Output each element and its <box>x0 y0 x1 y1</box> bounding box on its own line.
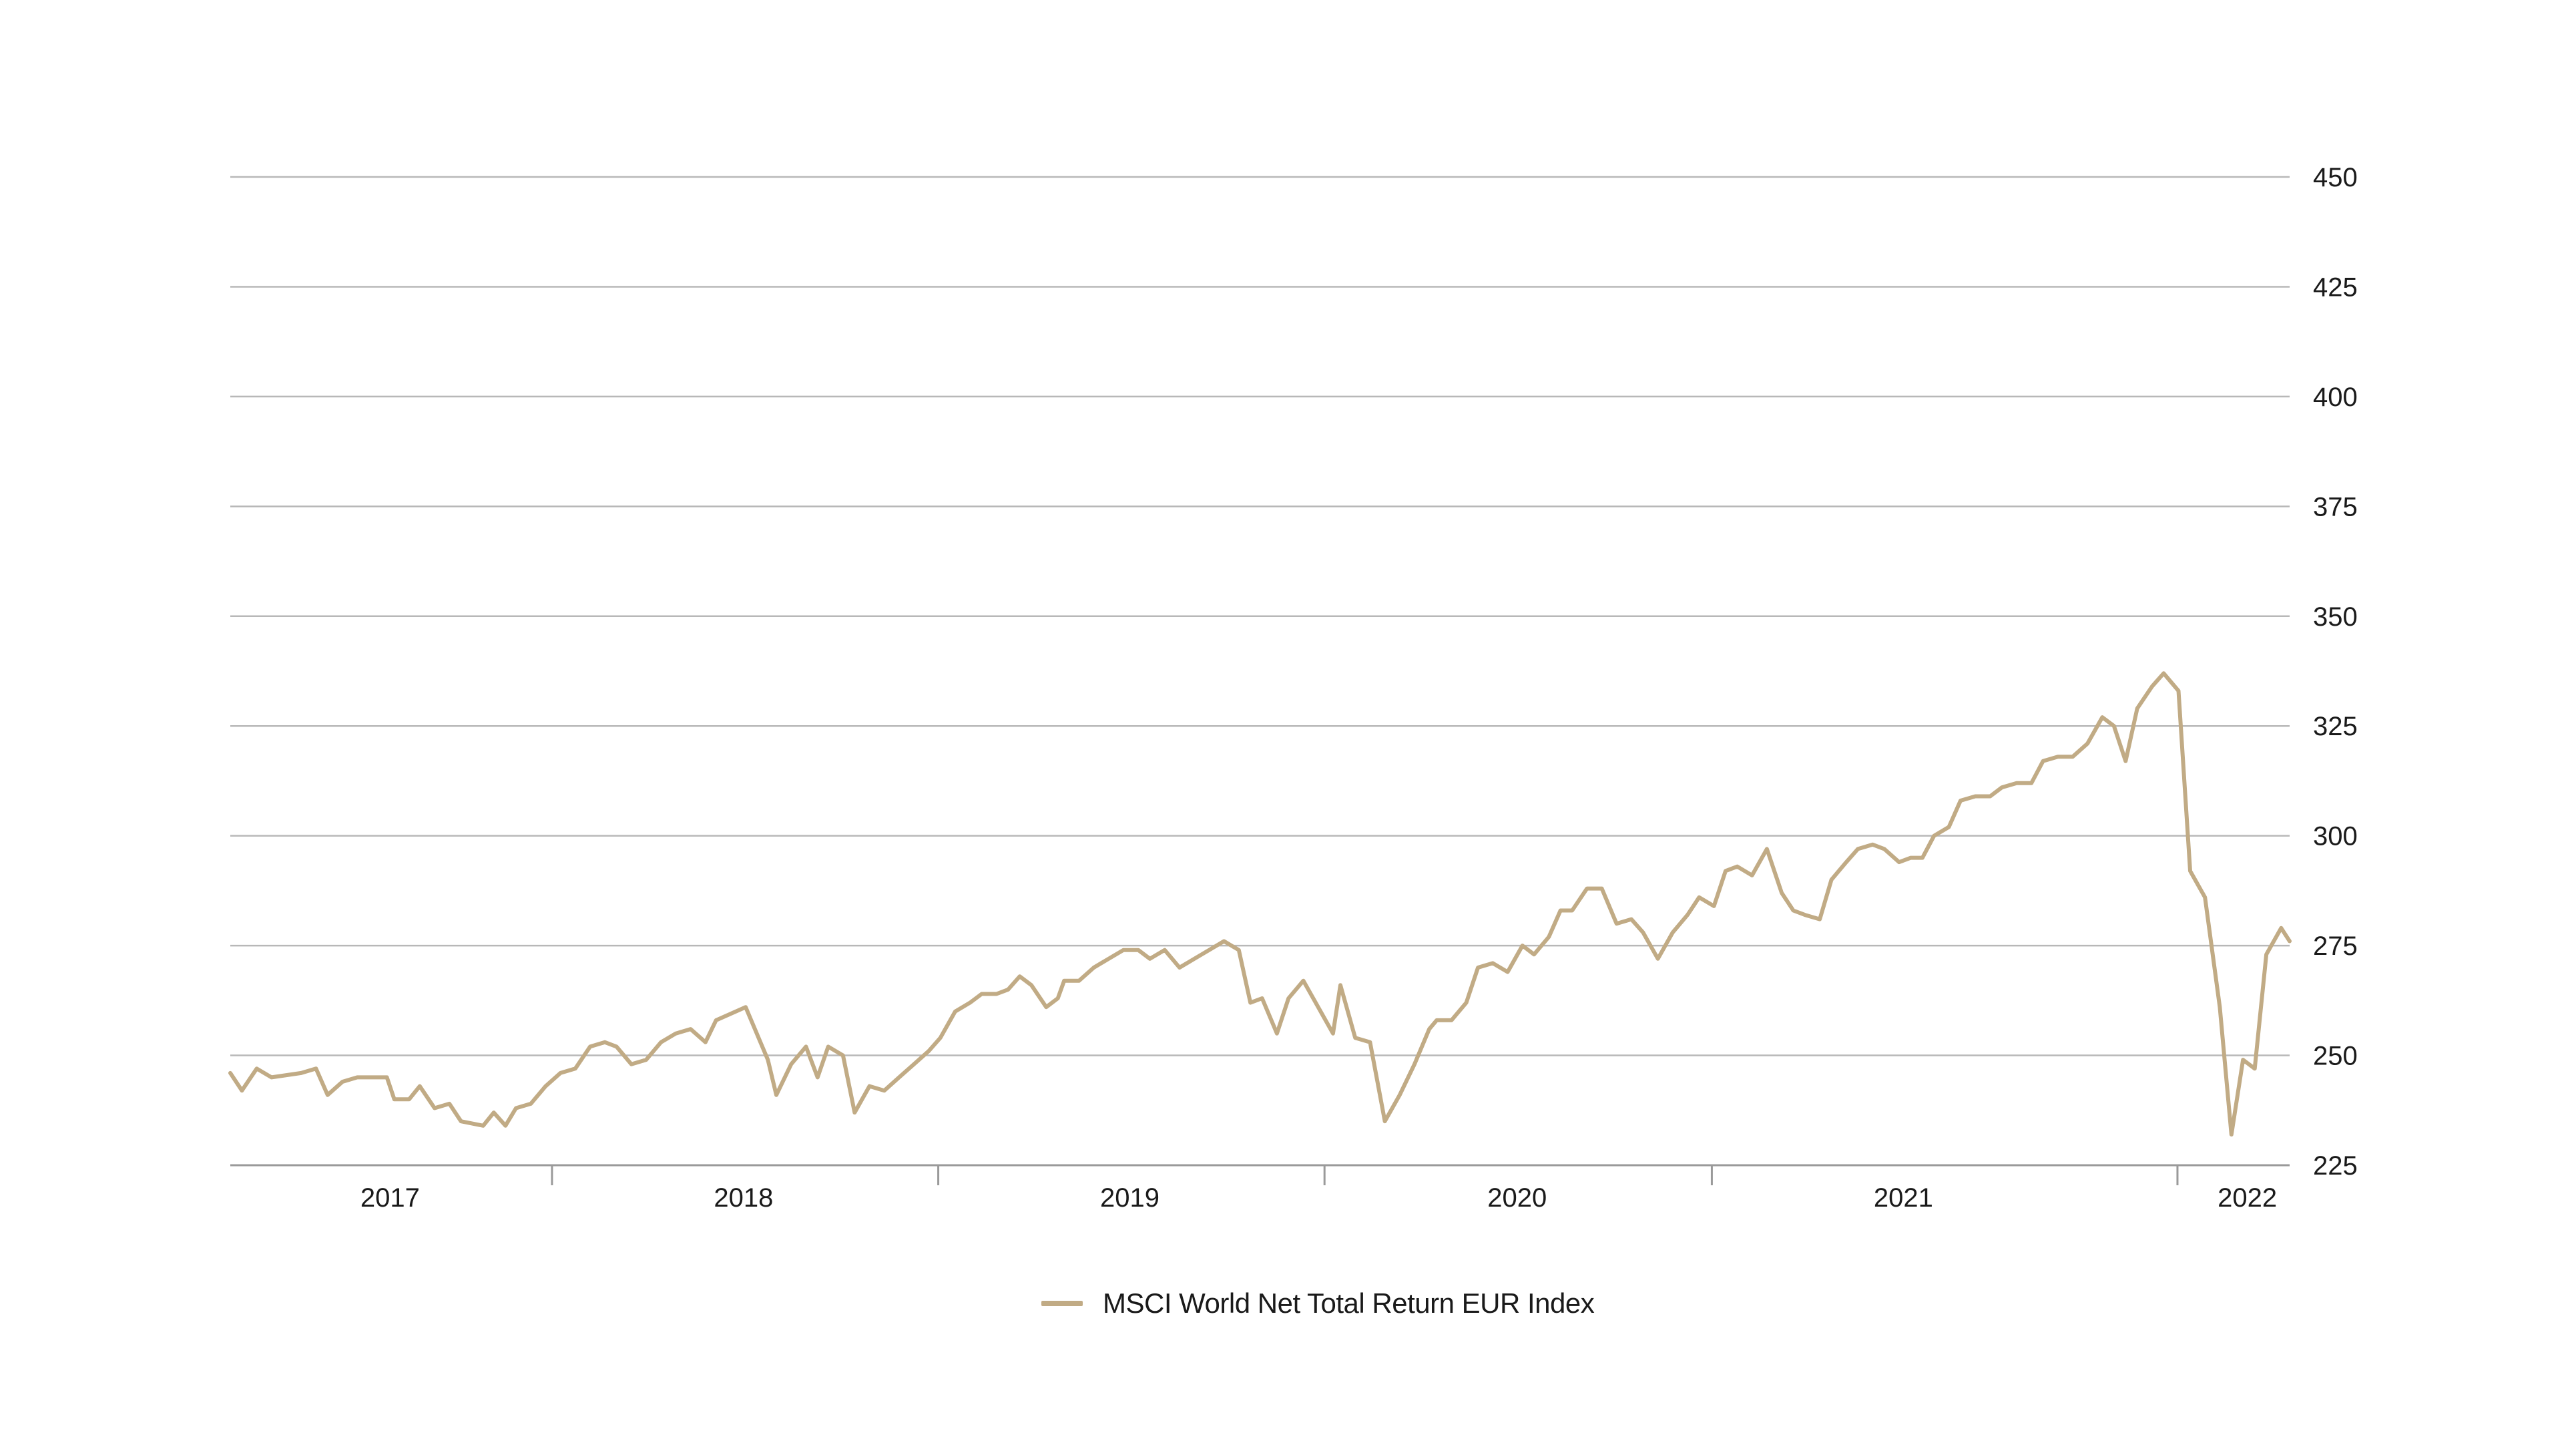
legend: MSCI World Net Total Return EUR Index <box>1041 1287 1595 1319</box>
x-tick-label: 2019 <box>1100 1183 1160 1213</box>
series-line <box>228 671 2292 1137</box>
y-tick-label: 450 <box>2313 163 2358 192</box>
legend-label: MSCI World Net Total Return EUR Index <box>1103 1287 1595 1319</box>
legend-swatch <box>1041 1301 1083 1306</box>
x-tick-label: 2021 <box>1874 1183 1933 1213</box>
x-tick-label: 2020 <box>1487 1183 1547 1213</box>
y-tick-label: 375 <box>2313 492 2358 522</box>
x-tick-label: 2018 <box>714 1183 773 1213</box>
y-tick-label: 225 <box>2313 1151 2358 1181</box>
y-tick-label: 325 <box>2313 712 2358 741</box>
y-tick-label: 425 <box>2313 272 2358 302</box>
x-axis-labels: 2017 2018 2019 2020 2021 2022 <box>360 1183 2277 1213</box>
y-tick-label: 250 <box>2313 1042 2358 1071</box>
y-tick-label: 350 <box>2313 602 2358 632</box>
y-axis: 225 250 275 300 325 350 375 400 425 450 <box>2313 163 2358 1181</box>
y-tick-label: 400 <box>2313 383 2358 412</box>
x-tick-label: 2017 <box>360 1183 420 1213</box>
y-tick-label: 300 <box>2313 822 2358 851</box>
series <box>228 671 2292 1137</box>
x-tick-label: 2022 <box>2218 1183 2277 1213</box>
x-axis <box>230 1164 2290 1185</box>
gridlines <box>230 176 2290 1056</box>
y-tick-label: 275 <box>2313 932 2358 961</box>
